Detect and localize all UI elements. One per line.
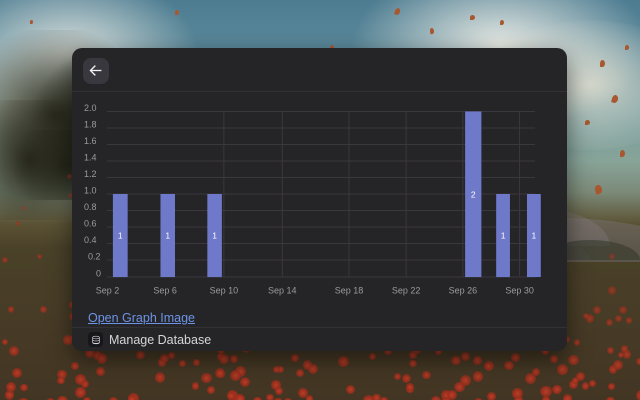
svg-text:1: 1 (118, 231, 123, 241)
svg-text:0.6: 0.6 (84, 219, 97, 229)
svg-text:Sep 10: Sep 10 (210, 286, 239, 296)
svg-text:1.8: 1.8 (84, 120, 97, 130)
svg-text:Sep 22: Sep 22 (392, 286, 421, 296)
svg-text:1: 1 (212, 231, 217, 241)
svg-text:Sep 2: Sep 2 (96, 286, 120, 296)
svg-text:Sep 30: Sep 30 (505, 286, 534, 296)
svg-text:1.0: 1.0 (84, 186, 97, 196)
svg-text:1: 1 (165, 231, 170, 241)
svg-text:1: 1 (532, 231, 537, 241)
svg-text:Sep 6: Sep 6 (153, 286, 177, 296)
svg-text:0: 0 (96, 268, 101, 278)
svg-text:0.8: 0.8 (84, 202, 97, 212)
svg-text:1: 1 (501, 231, 506, 241)
svg-text:1.2: 1.2 (84, 169, 97, 179)
svg-text:Sep 14: Sep 14 (268, 286, 297, 296)
svg-text:2: 2 (471, 189, 476, 199)
svg-text:2.0: 2.0 (84, 103, 97, 113)
svg-text:0.2: 0.2 (88, 252, 101, 262)
svg-text:1.6: 1.6 (84, 136, 97, 146)
svg-text:1.4: 1.4 (84, 153, 97, 163)
svg-text:0.4: 0.4 (84, 235, 97, 245)
svg-text:Sep 26: Sep 26 (449, 286, 478, 296)
svg-text:Sep 18: Sep 18 (335, 286, 364, 296)
